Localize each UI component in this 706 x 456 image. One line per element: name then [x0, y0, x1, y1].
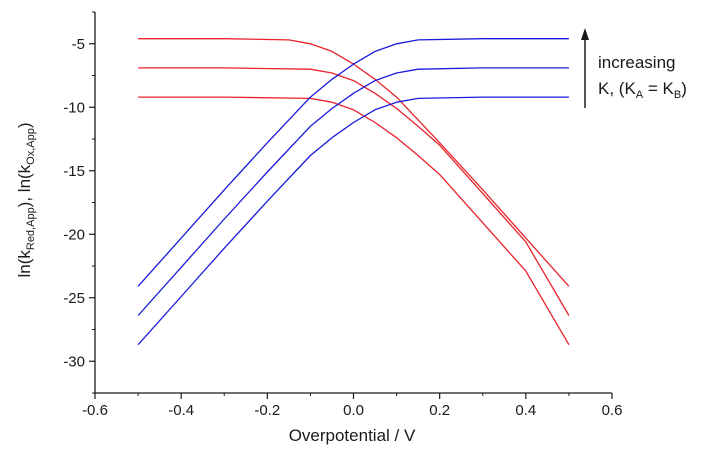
y-tick-label: -10: [63, 99, 85, 116]
y-tick-label: -25: [63, 290, 85, 307]
series-layer: [137, 38, 570, 346]
x-tick-label: 0.6: [602, 402, 623, 419]
x-tick-label: 0.0: [343, 402, 364, 419]
x-axis-title: Overpotential / V: [289, 426, 416, 445]
annotation-line-2: K, (KA = KB): [598, 79, 687, 101]
x-tick-label: -0.2: [254, 402, 280, 419]
y-axis-title: ln(kRed,App), ln(kOx,App): [15, 122, 37, 277]
x-tick-label: 0.2: [429, 402, 450, 419]
annotation: increasing K, (KA = KB): [581, 28, 687, 108]
series-line-red-2: [138, 67, 570, 316]
series-line-blue-5: [137, 67, 569, 316]
axes: -0.6 -0.4 -0.2 0.0 0.2 0.4 0.6 -5 -10 -15 -20 -25 -3…: [63, 11, 623, 419]
series-line-red-3: [138, 96, 570, 346]
series-line-blue-4: [137, 38, 569, 287]
x-tick-label: 0.4: [515, 402, 536, 419]
y-tick-label: -20: [63, 226, 85, 243]
y-tick-label: -30: [63, 353, 85, 370]
annotation-line-1: increasing: [598, 53, 676, 72]
annotation-arrow-head: [581, 28, 589, 40]
series-line-blue-6: [137, 96, 569, 346]
y-tick-label: -15: [63, 163, 85, 180]
x-tick-label: -0.4: [168, 402, 194, 419]
y-tick-label: -5: [72, 36, 85, 53]
series-line-red-1: [138, 38, 570, 287]
x-tick-label: -0.6: [82, 402, 108, 419]
